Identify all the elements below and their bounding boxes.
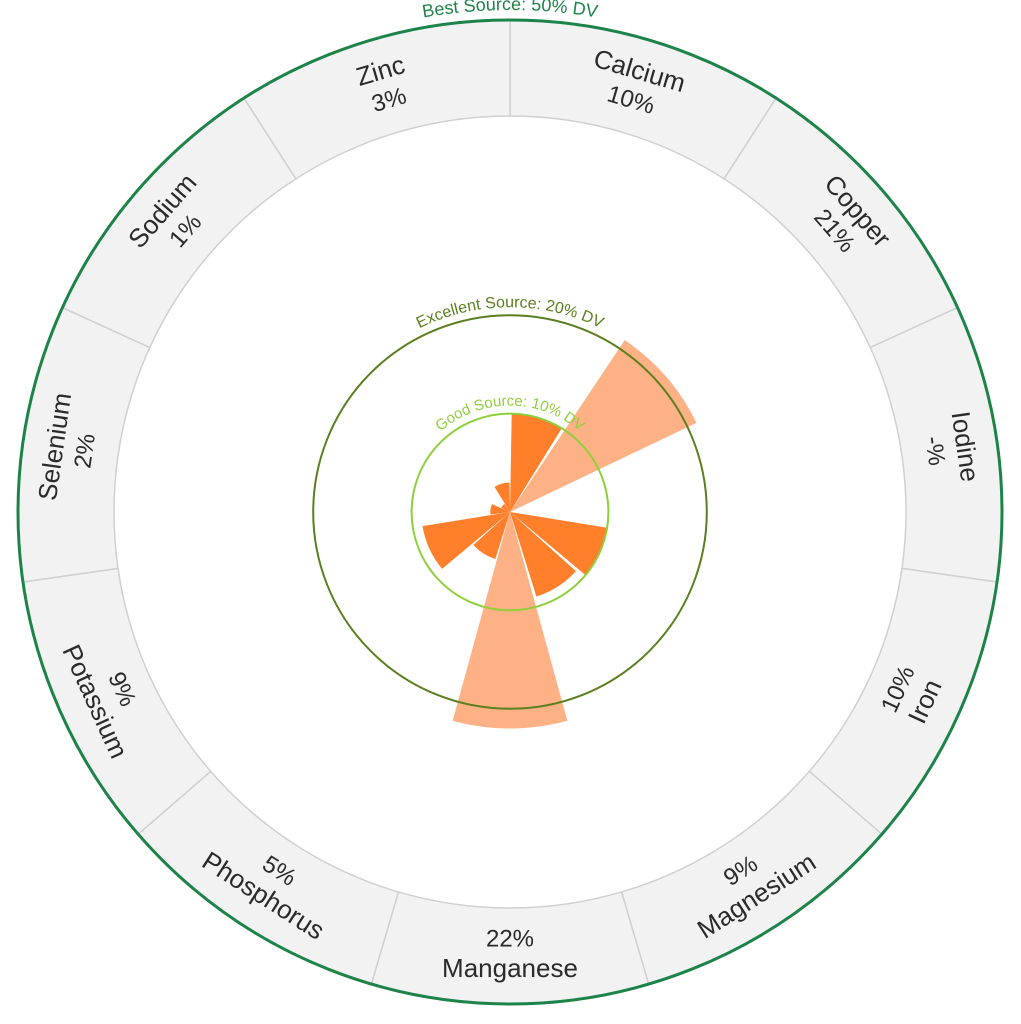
mineral-label: Manganese — [442, 953, 578, 983]
ring-label-best: Best Source: 50% DV — [421, 0, 600, 21]
mineral-name: Manganese — [442, 953, 578, 983]
data-wedges — [423, 340, 697, 728]
mineral-value: -% — [919, 434, 950, 467]
mineral-value: 2% — [69, 432, 101, 470]
mineral-value-wrap: 2% — [69, 432, 101, 470]
label-band — [18, 20, 1002, 1004]
mineral-value-wrap: -% — [919, 434, 950, 467]
mineral-value-wrap: 22% — [486, 925, 534, 952]
mineral-value: 22% — [486, 925, 534, 952]
mineral-rose-chart: Best Source: 50% DVExcellent Source: 20%… — [0, 0, 1021, 1024]
